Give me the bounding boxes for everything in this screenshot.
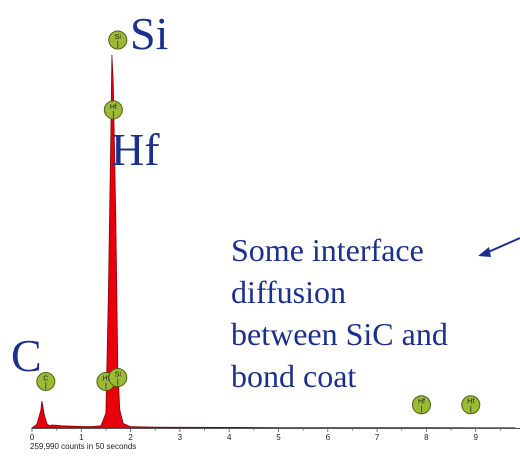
c-element-label: C bbox=[11, 330, 42, 381]
element-markers: Si Hf C Hf Si Hf Hf bbox=[36, 30, 481, 415]
x-tick-label: 1 bbox=[79, 433, 84, 442]
x-tick-label: 5 bbox=[276, 433, 281, 442]
element-marker-symbol: Hf bbox=[102, 375, 109, 382]
annotation-line-1: Some interface bbox=[231, 232, 424, 268]
x-tick-label: 0 bbox=[30, 433, 35, 442]
element-marker-symbol: Hf bbox=[418, 399, 425, 406]
x-tick-label: 6 bbox=[326, 433, 331, 442]
spectrum-series-0 bbox=[30, 54, 516, 429]
x-axis: 0 1 2 3 4 5 6 7 8 9 bbox=[30, 428, 520, 442]
x-tick-label: 8 bbox=[424, 433, 429, 442]
annotation-arrow bbox=[485, 237, 520, 254]
element-marker-hf: Hf bbox=[461, 395, 481, 415]
element-marker-symbol: Si bbox=[115, 372, 122, 379]
element-marker-circle bbox=[103, 100, 123, 120]
annotation-line-2: diffusion bbox=[231, 274, 346, 310]
element-marker-c: C bbox=[36, 371, 56, 391]
acquisition-counts-footer: 259,990 counts in 50 seconds bbox=[30, 442, 137, 451]
element-marker-circle bbox=[36, 371, 56, 391]
x-tick-label: 7 bbox=[375, 433, 380, 442]
annotation-arrow-layer bbox=[478, 237, 520, 257]
hf-element-label: Hf bbox=[111, 124, 160, 175]
element-marker-si: Si bbox=[108, 30, 128, 50]
element-marker-symbol: Hf bbox=[467, 399, 474, 406]
x-tick-label: 9 bbox=[473, 433, 478, 442]
si-element-label: Si bbox=[130, 8, 169, 59]
element-marker-circle bbox=[411, 395, 431, 415]
annotation-line-3: between SiC and bbox=[231, 316, 448, 352]
x-tick-label: 2 bbox=[128, 433, 133, 442]
element-marker-symbol: C bbox=[43, 375, 48, 382]
element-marker-hf: Hf bbox=[103, 100, 123, 120]
element-marker-symbol: Hf bbox=[110, 104, 117, 111]
element-marker-si: Si bbox=[108, 368, 128, 388]
interface-diffusion-annotation: Some interface diffusion between SiC and… bbox=[231, 229, 448, 397]
element-marker-circle bbox=[461, 395, 481, 415]
annotation-arrowhead bbox=[478, 247, 491, 257]
annotation-line-4: bond coat bbox=[231, 358, 357, 394]
element-marker-symbol: Si bbox=[115, 34, 122, 41]
x-tick-label: 3 bbox=[178, 433, 183, 442]
spectrum-layer bbox=[30, 54, 516, 429]
element-marker-hf: Hf bbox=[411, 395, 431, 415]
element-marker-circle bbox=[108, 368, 128, 388]
x-tick-label: 4 bbox=[227, 433, 232, 442]
element-marker-circle bbox=[108, 30, 128, 50]
